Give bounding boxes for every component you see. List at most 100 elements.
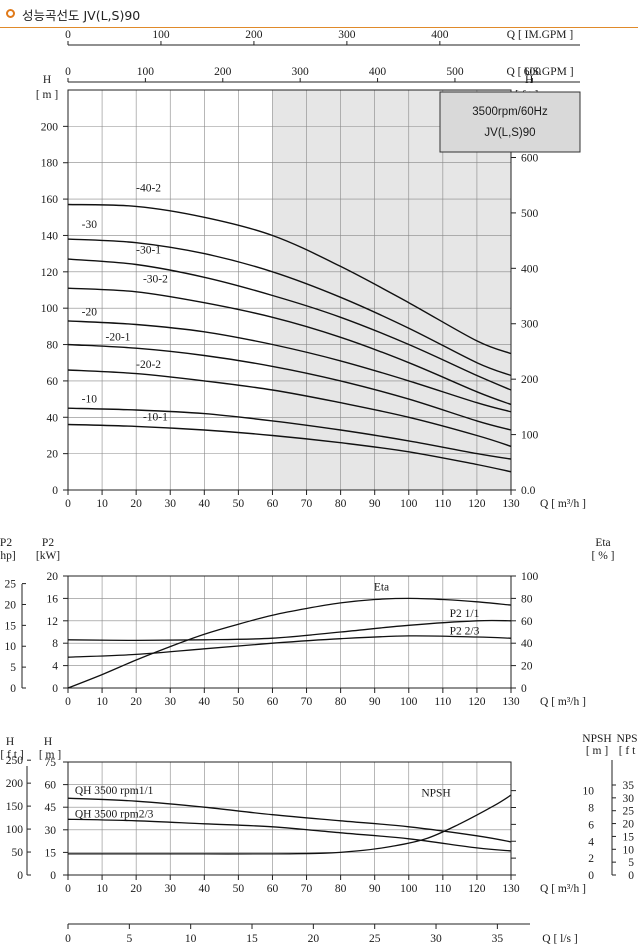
- head-curve-label: -10: [82, 394, 98, 406]
- m-axis-title: H: [44, 736, 52, 748]
- ls-axis-title: Q [ l/s ]: [542, 933, 577, 945]
- x-tick-label: 90: [369, 883, 381, 895]
- info-box: [439, 91, 581, 153]
- x-tick-label: 130: [502, 696, 520, 708]
- head-curve-label: -20-1: [105, 332, 130, 344]
- eta-tick-label: 60: [521, 616, 533, 628]
- p2-twothirds-label: P2 2/3: [450, 625, 480, 637]
- hp-axis-unit: hp]: [0, 550, 15, 562]
- npsh-plot-frame: [67, 761, 512, 876]
- x-tick-label: 30: [164, 883, 176, 895]
- y-tick-label: 100: [41, 303, 59, 315]
- npsh-m-tick-label: 2: [588, 853, 594, 865]
- x-axis-title: Q [ m³/h ]: [540, 696, 586, 708]
- x-tick-label: 30: [164, 696, 176, 708]
- y-tick-label: 80: [47, 340, 59, 352]
- im-gpm-axis-title: Q [ IM.GPM ]: [507, 29, 573, 41]
- y-axis-title-left: H: [43, 74, 51, 86]
- x-tick-label: 10: [96, 498, 108, 510]
- y-tick-label: 140: [41, 230, 59, 242]
- x-tick-label: 110: [434, 498, 451, 510]
- page-title: 성능곡선도 JV(L,S)90: [22, 8, 141, 23]
- head-curve-label: -30-2: [143, 274, 168, 286]
- y-tick-label: 180: [41, 158, 59, 170]
- x-tick-label: 40: [199, 883, 211, 895]
- y-tick-label: 200: [41, 121, 59, 133]
- x-tick-label: 100: [400, 696, 418, 708]
- head-curve-label: -20: [82, 306, 98, 318]
- x-tick-label: 40: [199, 498, 211, 510]
- x-tick-label: 80: [335, 696, 347, 708]
- us-gpm-tick-label: 300: [292, 66, 310, 78]
- kw-axis-title: P2: [42, 537, 54, 549]
- npsh-ft-axis-unit: [ f t: [619, 745, 636, 757]
- m-tick-label: 30: [45, 825, 57, 837]
- x-tick-label: 50: [233, 696, 245, 708]
- us-gpm-tick-label: 500: [446, 66, 464, 78]
- eta-curve-label: Eta: [374, 581, 389, 593]
- x-tick-label: 70: [301, 498, 313, 510]
- x-tick-label: 80: [335, 883, 347, 895]
- im-gpm-tick-label: 0: [65, 29, 71, 41]
- x-tick-label: 80: [335, 498, 347, 510]
- ft-tick-label: 150: [6, 801, 24, 813]
- power-curve: [67, 619, 512, 642]
- npsh-m-tick-label: 8: [588, 803, 594, 815]
- kw-tick-label: 16: [47, 593, 59, 605]
- qh-twothirds-label: QH 3500 rpm2/3: [75, 808, 154, 820]
- m-tick-label: 45: [45, 802, 57, 814]
- npsh-panel-curve: [68, 794, 512, 855]
- x-tick-label: 0: [65, 498, 71, 510]
- x-tick-label: 120: [468, 883, 486, 895]
- kw-tick-label: 12: [47, 616, 59, 628]
- eta-tick-label: 80: [521, 593, 533, 605]
- x-tick-label: 90: [369, 498, 381, 510]
- kw-axis-unit: [kW]: [36, 550, 60, 562]
- qh-full-label: QH 3500 rpm1/1: [75, 785, 154, 797]
- ls-tick-label: 30: [430, 933, 442, 945]
- npsh-m-tick-label: 10: [583, 786, 595, 798]
- npsh-m-tick-label: 4: [588, 836, 594, 848]
- head-curve-10-1: [67, 423, 512, 473]
- npsh-curve-label: NPSH: [421, 788, 450, 800]
- m-tick-label: 60: [45, 780, 57, 792]
- hp-tick-label: 20: [5, 599, 17, 611]
- y-right-tick-label: 100: [521, 430, 539, 442]
- npsh-ft-tick-label: 0: [628, 870, 634, 882]
- x-tick-label: 20: [130, 498, 142, 510]
- hp-tick-label: 0: [10, 683, 16, 695]
- y-right-tick-label: 0.0: [521, 485, 536, 497]
- npsh-ft-tick-label: 10: [623, 844, 635, 856]
- head-curve-30-1: [67, 258, 512, 391]
- y-axis-unit-left: [ m ]: [36, 89, 58, 101]
- x-tick-label: 40: [199, 696, 211, 708]
- hp-axis-title: P2: [0, 537, 12, 549]
- power-curve: [67, 635, 512, 658]
- x-tick-label: 130: [502, 498, 520, 510]
- y-tick-label: 60: [47, 376, 59, 388]
- kw-tick-label: 4: [52, 661, 58, 673]
- y-tick-label: 0: [52, 485, 58, 497]
- x-tick-label: 60: [267, 883, 279, 895]
- npsh-ft-tick-label: 30: [623, 793, 635, 805]
- us-gpm-axis-title: Q [ US.GPM ]: [506, 66, 573, 78]
- npsh-panel-curve: [67, 818, 512, 852]
- info-box-speed: 3500rpm/60Hz: [472, 106, 548, 118]
- y-right-tick-label: 200: [521, 374, 539, 386]
- im-gpm-tick-label: 200: [245, 29, 263, 41]
- head-curve-30-2: [67, 287, 512, 406]
- hp-tick-label: 15: [5, 620, 17, 632]
- npsh-ft-tick-label: 20: [623, 819, 635, 831]
- ls-tick-label: 10: [185, 933, 197, 945]
- im-gpm-tick-label: 400: [431, 29, 449, 41]
- head-curve-10: [67, 407, 512, 460]
- npsh-m-tick-label: 0: [588, 870, 594, 882]
- head-curve-label: -40-2: [136, 183, 161, 195]
- head-curve-label: -20-2: [136, 359, 161, 371]
- m-tick-label: 75: [45, 757, 57, 769]
- npsh-m-axis-unit: [ m ]: [586, 745, 608, 757]
- us-gpm-tick-label: 600: [524, 66, 542, 78]
- x-tick-label: 0: [65, 883, 71, 895]
- x-tick-label: 120: [468, 498, 486, 510]
